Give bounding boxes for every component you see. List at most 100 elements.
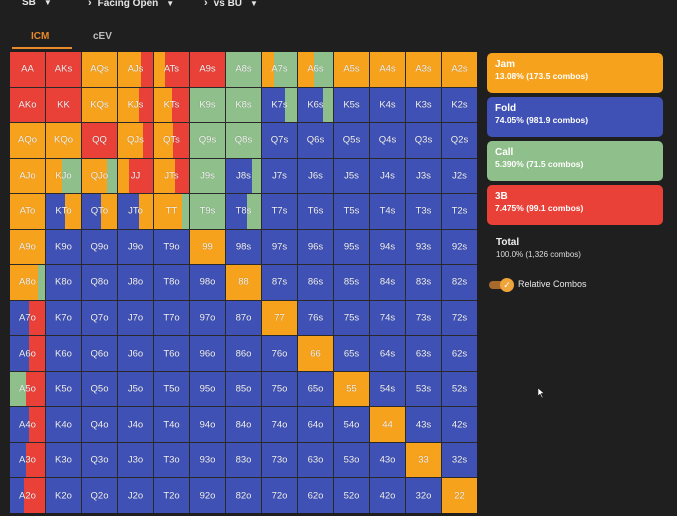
hand-cell-94s[interactable]: 94s bbox=[370, 229, 405, 265]
hand-cell-64o[interactable]: 64o bbox=[298, 407, 333, 442]
hand-cell-q6s[interactable]: Q6s bbox=[298, 123, 333, 158]
hand-cell-q4o[interactable]: Q4o bbox=[82, 407, 117, 442]
hand-cell-a7o[interactable]: A7o bbox=[10, 300, 45, 336]
hand-cell-q2o[interactable]: Q2o bbox=[82, 478, 117, 513]
hand-cell-qts[interactable]: QTs bbox=[154, 123, 189, 158]
hand-cell-a6s[interactable]: A6s bbox=[298, 52, 333, 87]
hand-cell-kjs[interactable]: KJs bbox=[118, 87, 153, 123]
hand-cell-j7s[interactable]: J7s bbox=[262, 158, 297, 194]
hand-cell-65o[interactable]: 65o bbox=[298, 371, 333, 407]
hand-cell-54o[interactable]: 54o bbox=[334, 407, 369, 442]
hand-cell-j3s[interactable]: J3s bbox=[406, 158, 441, 194]
hand-cell-84s[interactable]: 84s bbox=[370, 265, 405, 300]
hand-cell-q3s[interactable]: Q3s bbox=[406, 123, 441, 158]
hand-cell-t5o[interactable]: T5o bbox=[154, 371, 189, 407]
hand-cell-j6s[interactable]: J6s bbox=[298, 158, 333, 194]
hand-cell-87s[interactable]: 87s bbox=[262, 265, 297, 300]
hand-cell-kqo[interactable]: KQo bbox=[46, 123, 81, 158]
hand-cell-k8o[interactable]: K8o bbox=[46, 265, 81, 300]
hand-cell-74o[interactable]: 74o bbox=[262, 407, 297, 442]
hand-cell-jts[interactable]: JTs bbox=[154, 158, 189, 194]
legend-card-3b[interactable]: 3B 7.475% (99.1 combos) bbox=[487, 185, 663, 225]
hand-cell-k9s[interactable]: K9s bbox=[190, 87, 225, 123]
hand-cell-q8s[interactable]: Q8s bbox=[226, 123, 261, 158]
hand-cell-q9o[interactable]: Q9o bbox=[82, 229, 117, 265]
hand-cell-t7o[interactable]: T7o bbox=[154, 300, 189, 336]
hand-cell-k7s[interactable]: K7s bbox=[262, 87, 297, 123]
hand-cell-a4o[interactable]: A4o bbox=[10, 407, 45, 442]
hand-cell-q5s[interactable]: Q5s bbox=[334, 123, 369, 158]
hand-cell-k2s[interactable]: K2s bbox=[442, 87, 477, 123]
hand-cell-72o[interactable]: 72o bbox=[262, 478, 297, 513]
hand-cell-ako[interactable]: AKo bbox=[10, 87, 45, 123]
hand-cell-83s[interactable]: 83s bbox=[406, 265, 441, 300]
hand-cell-j9o[interactable]: J9o bbox=[118, 229, 153, 265]
hand-cell-jto[interactable]: JTo bbox=[118, 194, 153, 229]
tab-cev[interactable]: cEV bbox=[93, 31, 112, 42]
hand-cell-a9s[interactable]: A9s bbox=[190, 52, 225, 87]
hand-cell-66[interactable]: 66 bbox=[298, 336, 333, 371]
hand-cell-87o[interactable]: 87o bbox=[226, 300, 261, 336]
hand-cell-kts[interactable]: KTs bbox=[154, 87, 189, 123]
hand-cell-qto[interactable]: QTo bbox=[82, 194, 117, 229]
hand-cell-44[interactable]: 44 bbox=[370, 407, 405, 442]
hand-cell-ajo[interactable]: AJo bbox=[10, 158, 45, 194]
hand-cell-aqs[interactable]: AQs bbox=[82, 52, 117, 87]
hand-cell-96o[interactable]: 96o bbox=[190, 336, 225, 371]
hand-cell-95o[interactable]: 95o bbox=[190, 371, 225, 407]
hand-cell-92s[interactable]: 92s bbox=[442, 229, 477, 265]
hand-cell-a6o[interactable]: A6o bbox=[10, 336, 45, 371]
hand-cell-42o[interactable]: 42o bbox=[370, 478, 405, 513]
hand-cell-94o[interactable]: 94o bbox=[190, 407, 225, 442]
legend-card-fold[interactable]: Fold 74.05% (981.9 combos) bbox=[487, 97, 663, 137]
hand-cell-aa[interactable]: AA bbox=[10, 52, 45, 87]
hand-cell-t3o[interactable]: T3o bbox=[154, 442, 189, 478]
hand-cell-52o[interactable]: 52o bbox=[334, 478, 369, 513]
hand-cell-k5s[interactable]: K5s bbox=[334, 87, 369, 123]
hand-cell-k4o[interactable]: K4o bbox=[46, 407, 81, 442]
hand-cell-53s[interactable]: 53s bbox=[406, 371, 441, 407]
hand-cell-a2s[interactable]: A2s bbox=[442, 52, 477, 87]
hand-cell-43o[interactable]: 43o bbox=[370, 442, 405, 478]
hand-cell-j8s[interactable]: J8s bbox=[226, 158, 261, 194]
hand-cell-t9o[interactable]: T9o bbox=[154, 229, 189, 265]
hand-cell-54s[interactable]: 54s bbox=[370, 371, 405, 407]
hand-cell-a8o[interactable]: A8o bbox=[10, 265, 45, 300]
hand-cell-88[interactable]: 88 bbox=[226, 265, 261, 300]
hand-cell-62s[interactable]: 62s bbox=[442, 336, 477, 371]
relative-combos-toggle[interactable]: ✓ bbox=[489, 278, 515, 292]
hand-cell-k8s[interactable]: K8s bbox=[226, 87, 261, 123]
hand-cell-kqs[interactable]: KQs bbox=[82, 87, 117, 123]
hand-cell-73s[interactable]: 73s bbox=[406, 300, 441, 336]
hand-cell-a4s[interactable]: A4s bbox=[370, 52, 405, 87]
hand-cell-82s[interactable]: 82s bbox=[442, 265, 477, 300]
hand-cell-k6o[interactable]: K6o bbox=[46, 336, 81, 371]
hand-cell-95s[interactable]: 95s bbox=[334, 229, 369, 265]
hand-cell-t6o[interactable]: T6o bbox=[154, 336, 189, 371]
hand-cell-t9s[interactable]: T9s bbox=[190, 194, 225, 229]
hand-cell-53o[interactable]: 53o bbox=[334, 442, 369, 478]
hand-cell-k3o[interactable]: K3o bbox=[46, 442, 81, 478]
hand-cell-84o[interactable]: 84o bbox=[226, 407, 261, 442]
hand-cell-98o[interactable]: 98o bbox=[190, 265, 225, 300]
hand-cell-98s[interactable]: 98s bbox=[226, 229, 261, 265]
hand-cell-kto[interactable]: KTo bbox=[46, 194, 81, 229]
hand-cell-q9s[interactable]: Q9s bbox=[190, 123, 225, 158]
hand-cell-q7o[interactable]: Q7o bbox=[82, 300, 117, 336]
hand-cell-k5o[interactable]: K5o bbox=[46, 371, 81, 407]
hand-cell-a2o[interactable]: A2o bbox=[10, 478, 45, 513]
hand-cell-63o[interactable]: 63o bbox=[298, 442, 333, 478]
hand-cell-93s[interactable]: 93s bbox=[406, 229, 441, 265]
hand-cell-j7o[interactable]: J7o bbox=[118, 300, 153, 336]
hand-cell-aqo[interactable]: AQo bbox=[10, 123, 45, 158]
hand-cell-k7o[interactable]: K7o bbox=[46, 300, 81, 336]
hand-cell-64s[interactable]: 64s bbox=[370, 336, 405, 371]
hand-cell-a9o[interactable]: A9o bbox=[10, 229, 45, 265]
hand-cell-77[interactable]: 77 bbox=[262, 300, 297, 336]
hand-cell-k9o[interactable]: K9o bbox=[46, 229, 81, 265]
hand-cell-ato[interactable]: ATo bbox=[10, 194, 45, 229]
hand-cell-k4s[interactable]: K4s bbox=[370, 87, 405, 123]
hand-cell-j9s[interactable]: J9s bbox=[190, 158, 225, 194]
hand-cell-22[interactable]: 22 bbox=[442, 478, 477, 513]
hand-cell-83o[interactable]: 83o bbox=[226, 442, 261, 478]
